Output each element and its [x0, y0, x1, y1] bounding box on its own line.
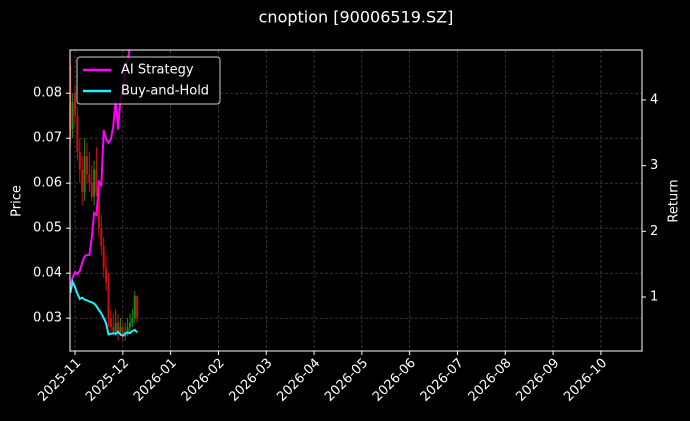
candle-body	[74, 93, 77, 116]
candle-body	[114, 322, 117, 332]
candle-body	[112, 327, 115, 332]
y-tick-label: 0.07	[33, 131, 62, 146]
chart-title: cnoption [90006519.SZ]	[259, 8, 454, 27]
x-tick-label: 2026-10	[561, 356, 610, 405]
return-line	[70, 278, 138, 337]
x-tick-label: 2026-03	[227, 356, 276, 405]
candle-body	[102, 246, 105, 269]
x-tick-label: 2026-09	[513, 356, 562, 405]
plot-frame	[69, 49, 643, 352]
candle-body	[105, 268, 108, 283]
x-tick-label: 2026-05	[322, 356, 371, 405]
y-tick-label: 0.03	[33, 311, 62, 326]
candle-body	[133, 295, 136, 319]
y2-tick-label: 4	[650, 92, 658, 107]
legend-label: AI Strategy	[121, 63, 194, 78]
y2-tick-label: 2	[650, 224, 658, 239]
legend-box	[76, 56, 221, 105]
grid	[70, 50, 642, 351]
legend: AI Strategy Buy-and-Hold	[76, 56, 221, 105]
candle-body	[85, 156, 88, 175]
candle-body	[95, 169, 98, 193]
candle-body	[100, 228, 103, 247]
axes: 2025-112025-122026-012026-022026-032026-…	[33, 86, 658, 405]
y2-axis-label: Return	[667, 179, 682, 222]
candle-body	[76, 115, 79, 152]
candle-body	[88, 174, 91, 184]
candle-body	[93, 169, 96, 197]
x-tick-label: 2026-01	[131, 356, 180, 405]
y-tick-label: 0.04	[33, 266, 62, 281]
x-tick-label: 2025-12	[83, 356, 132, 405]
y-tick-label: 0.06	[33, 176, 62, 191]
candle-body	[128, 322, 131, 328]
candle-body	[71, 102, 74, 130]
candle-body	[107, 282, 110, 319]
y2-tick-label: 1	[650, 290, 658, 305]
y-tick-label: 0.08	[33, 86, 62, 101]
candle-body	[78, 151, 81, 170]
candle-body	[70, 66, 72, 139]
x-tick-label: 2026-06	[370, 356, 419, 405]
candle-body	[90, 183, 93, 197]
candle-body	[97, 192, 100, 229]
x-tick-label: 2026-07	[418, 356, 467, 405]
candle-body	[119, 327, 122, 332]
legend-label: Buy-and-Hold	[121, 84, 209, 99]
candle-body	[121, 327, 124, 337]
candle-body	[136, 295, 139, 319]
candle-body	[131, 318, 134, 323]
candle-body	[109, 318, 112, 328]
y-tick-label: 0.05	[33, 221, 62, 236]
x-tick-label: 2026-04	[274, 356, 323, 405]
y2-tick-label: 3	[650, 158, 658, 173]
y-axis-label: Price	[10, 185, 25, 217]
candle-body	[117, 322, 120, 332]
x-tick-label: 2025-11	[35, 356, 84, 405]
x-tick-label: 2026-08	[466, 356, 515, 405]
candle-body	[83, 156, 86, 193]
candle-body	[81, 169, 84, 193]
x-tick-label: 2026-02	[179, 356, 228, 405]
candle-body	[126, 327, 129, 332]
